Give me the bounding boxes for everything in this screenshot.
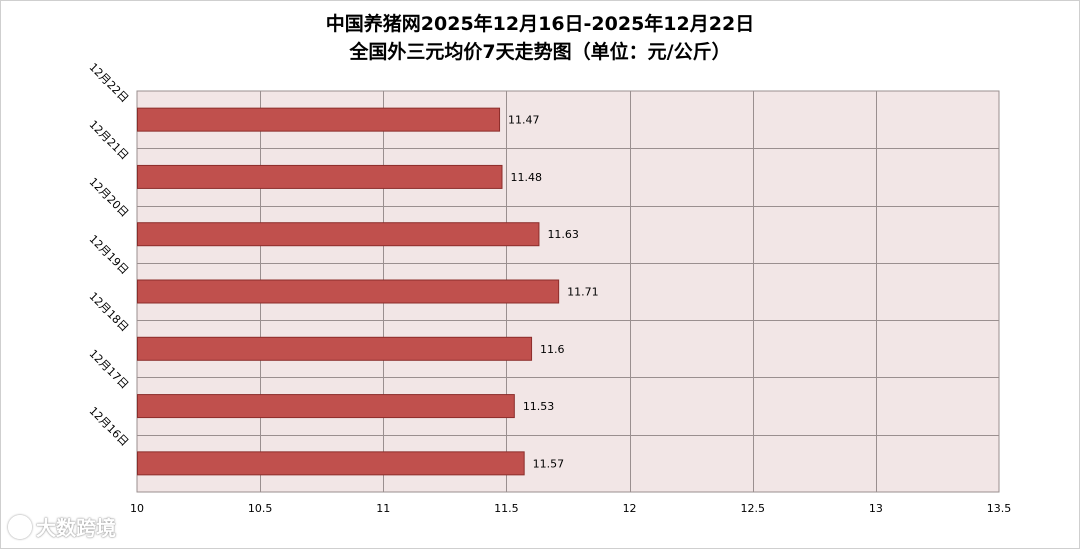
- x-tick-label: 12.5: [740, 502, 765, 515]
- bar-value-label: 11.63: [547, 228, 579, 241]
- bar-value-label: 11.53: [523, 400, 555, 413]
- bar: [137, 451, 525, 476]
- bar: [137, 222, 540, 247]
- category-label: 12月16日: [87, 404, 132, 449]
- x-tick-label: 13: [869, 502, 883, 515]
- bar: [137, 107, 501, 132]
- chart-title-line2: 全国外三元均价7天走势图（单位：元/公斤）: [349, 41, 731, 63]
- watermark-text: 大数跨境: [36, 516, 116, 540]
- bar: [137, 336, 533, 361]
- x-tick-label: 13.5: [987, 502, 1012, 515]
- watermark-logo-icon: [8, 515, 32, 539]
- chart-title: 中国养猪网2025年12月16日-2025年12月22日 全国外三元均价7天走势…: [0, 10, 1080, 66]
- bar-value-label: 11.57: [533, 457, 565, 470]
- category-label: 12月22日: [87, 61, 132, 106]
- category-label: 12月18日: [87, 290, 132, 335]
- chart-title-line1: 中国养猪网2025年12月16日-2025年12月22日: [325, 13, 755, 35]
- watermark: 大数跨境: [8, 512, 116, 541]
- bar-value-label: 11.71: [567, 286, 599, 299]
- bar-value-label: 11.48: [511, 171, 543, 184]
- bar: [137, 394, 515, 419]
- x-tick-label: 10.5: [248, 502, 273, 515]
- bar: [137, 164, 503, 189]
- x-tick-label: 11.5: [494, 502, 519, 515]
- category-label: 12月19日: [87, 232, 132, 277]
- x-tick-label: 11: [376, 502, 390, 515]
- category-label: 12月21日: [87, 118, 132, 163]
- category-label: 12月20日: [87, 175, 132, 220]
- x-tick-label: 10: [130, 502, 144, 515]
- bar: [137, 279, 560, 304]
- category-label: 12月17日: [87, 347, 132, 392]
- bar-value-label: 11.6: [540, 343, 565, 356]
- bar-value-label: 11.47: [508, 114, 540, 127]
- x-tick-label: 12: [623, 502, 637, 515]
